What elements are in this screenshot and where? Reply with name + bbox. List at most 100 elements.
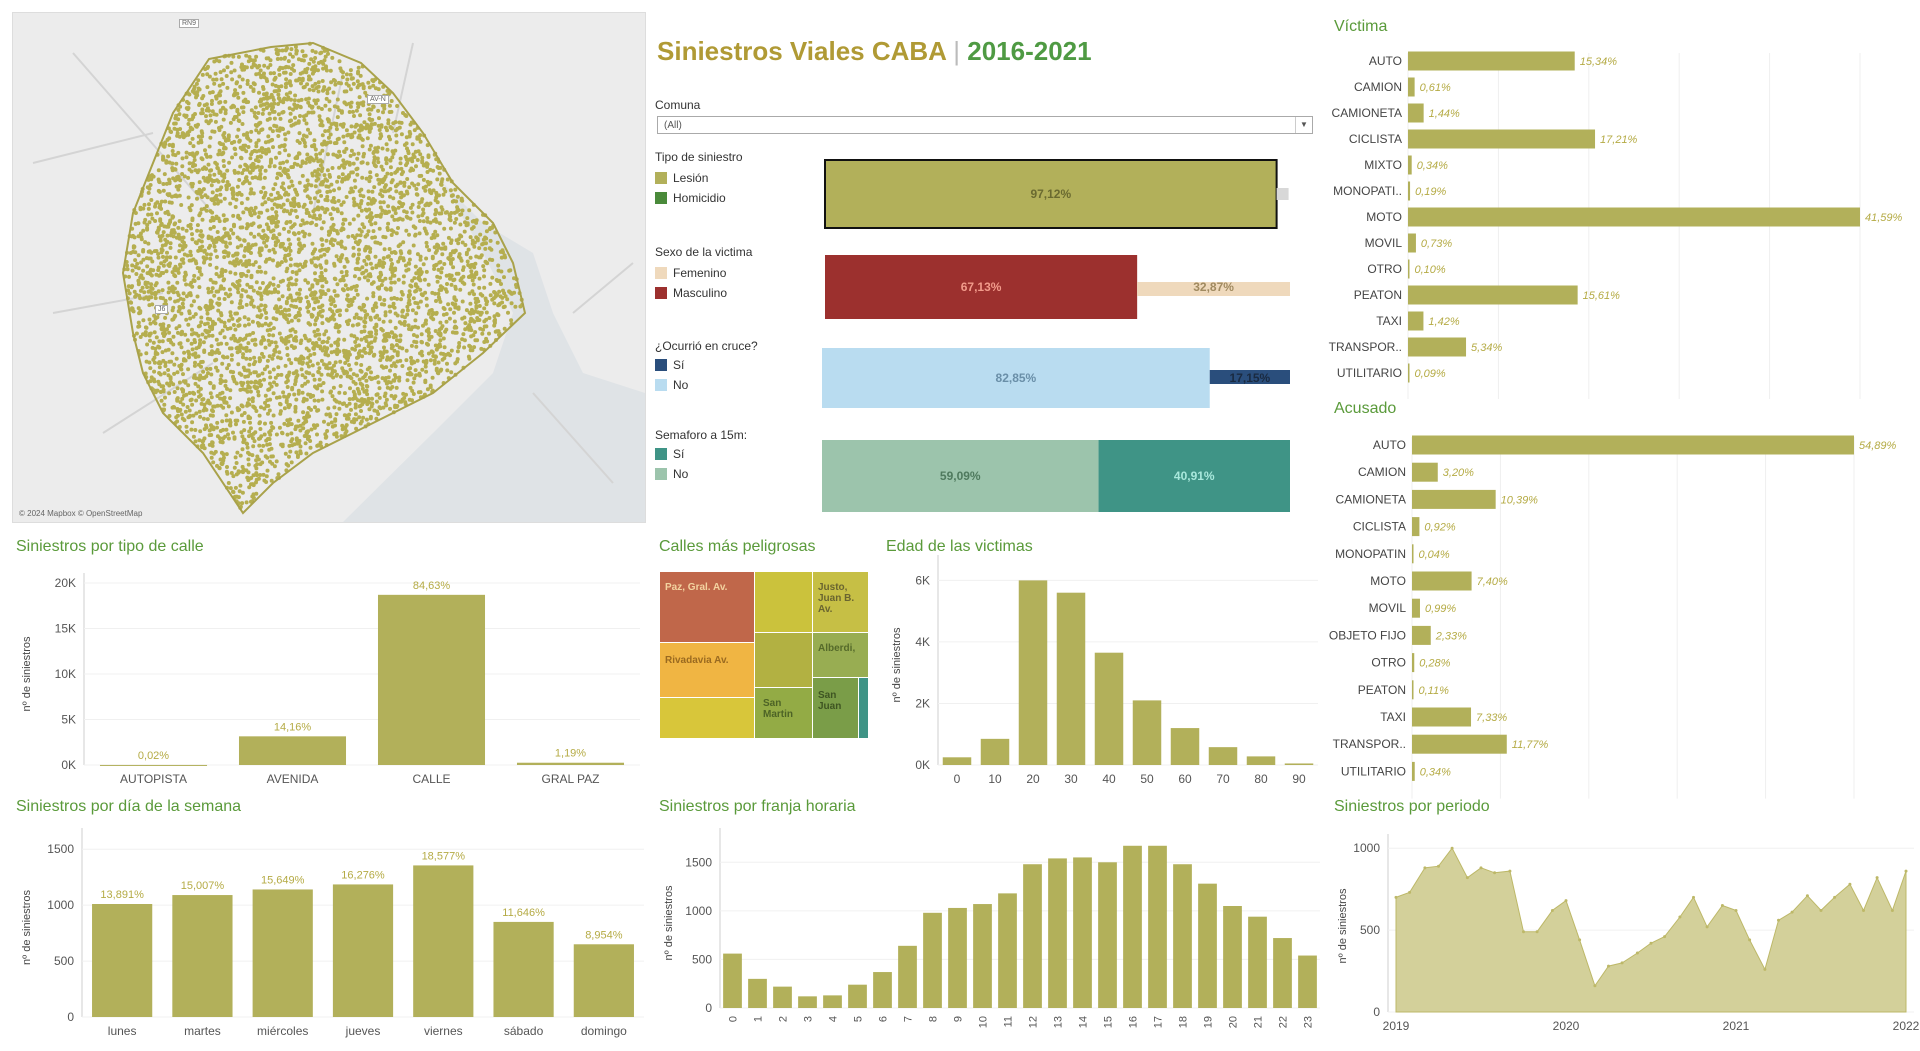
map-point[interactable] [159, 261, 164, 266]
bar[interactable] [377, 594, 486, 765]
map-point[interactable] [310, 84, 315, 89]
map-point[interactable] [353, 405, 358, 410]
map-point[interactable] [331, 196, 336, 200]
map-point[interactable] [414, 164, 418, 169]
map-point[interactable] [183, 409, 188, 414]
map-point[interactable] [470, 289, 475, 294]
map-point[interactable] [449, 282, 454, 287]
map-point[interactable] [433, 229, 438, 234]
map-point[interactable] [322, 332, 327, 337]
map-point[interactable] [314, 296, 319, 301]
map-point[interactable] [316, 80, 321, 85]
map-point[interactable] [166, 368, 171, 372]
map-point[interactable] [205, 252, 209, 257]
map-point[interactable] [247, 348, 252, 353]
bar[interactable] [998, 893, 1017, 1008]
bar[interactable] [848, 984, 867, 1008]
map-point[interactable] [259, 190, 264, 194]
map-point[interactable] [313, 405, 317, 410]
map-point[interactable] [210, 333, 215, 338]
bar[interactable] [1198, 883, 1217, 1008]
map-point[interactable] [126, 288, 131, 293]
map-point[interactable] [387, 304, 392, 309]
map-point[interactable] [218, 331, 223, 336]
map-point[interactable] [492, 314, 497, 319]
bar[interactable] [1412, 517, 1420, 537]
map-point[interactable] [348, 72, 353, 77]
map-point[interactable] [405, 304, 410, 309]
map-point[interactable] [475, 310, 480, 315]
map-point[interactable] [172, 371, 177, 376]
bar[interactable] [1098, 862, 1117, 1008]
map-point[interactable] [477, 304, 482, 308]
bar[interactable] [723, 953, 742, 1008]
map[interactable]: RN9 AV-N J6 © 2024 Mapbox © OpenStreetMa… [12, 12, 646, 523]
map-point[interactable] [175, 370, 180, 375]
bar[interactable] [1408, 311, 1424, 331]
map-point[interactable] [412, 339, 417, 344]
bar[interactable] [1408, 285, 1578, 305]
map-point[interactable] [324, 238, 329, 243]
map-point[interactable] [314, 156, 319, 161]
bar[interactable] [1408, 51, 1575, 71]
map-point[interactable] [173, 313, 178, 318]
map-point[interactable] [421, 262, 426, 267]
map-point[interactable] [289, 47, 294, 52]
bar[interactable] [1412, 462, 1438, 482]
map-point[interactable] [362, 258, 367, 263]
map-point[interactable] [239, 243, 244, 248]
bar[interactable] [1173, 864, 1192, 1008]
map-point[interactable] [389, 393, 394, 398]
bar[interactable] [1284, 763, 1314, 765]
map-point[interactable] [214, 272, 219, 276]
map-point[interactable] [147, 202, 151, 207]
bar[interactable] [1208, 747, 1238, 765]
bar[interactable] [1132, 700, 1162, 765]
map-point[interactable] [228, 201, 233, 206]
map-point[interactable] [211, 460, 216, 465]
map-point[interactable] [372, 155, 377, 160]
map-point[interactable] [421, 163, 426, 168]
bar[interactable] [1408, 337, 1467, 357]
map-point[interactable] [355, 172, 360, 177]
map-point[interactable] [407, 289, 412, 294]
map-point[interactable] [344, 308, 349, 313]
map-point[interactable] [191, 434, 196, 439]
map-point[interactable] [200, 195, 204, 199]
map-point[interactable] [262, 432, 267, 437]
map-point[interactable] [300, 173, 305, 178]
map-point[interactable] [303, 381, 308, 386]
bar[interactable] [980, 738, 1010, 765]
bar[interactable] [1412, 625, 1431, 645]
map-point[interactable] [407, 302, 412, 307]
map-point[interactable] [217, 83, 222, 88]
bar[interactable] [873, 972, 892, 1008]
map-point[interactable] [314, 178, 319, 183]
map-point[interactable] [359, 329, 364, 334]
map-point[interactable] [337, 149, 342, 154]
map-point[interactable] [134, 272, 139, 276]
map-point[interactable] [416, 305, 421, 310]
map-point[interactable] [175, 298, 180, 303]
bar[interactable] [1412, 435, 1854, 455]
map-point[interactable] [357, 247, 361, 252]
map-point[interactable] [324, 412, 329, 417]
map-point[interactable] [216, 152, 221, 157]
map-point[interactable] [407, 232, 411, 237]
bar[interactable] [238, 736, 347, 765]
map-point[interactable] [242, 428, 247, 433]
map-point[interactable] [302, 243, 307, 248]
map-point[interactable] [173, 274, 178, 279]
map-point[interactable] [482, 274, 486, 279]
map-point[interactable] [251, 58, 256, 63]
map-point[interactable] [300, 390, 305, 395]
map-point[interactable] [392, 348, 397, 353]
map-point[interactable] [357, 205, 362, 210]
map-point[interactable] [262, 307, 267, 312]
map-point[interactable] [267, 370, 272, 375]
map-point[interactable] [300, 383, 305, 388]
map-point[interactable] [409, 355, 413, 360]
map-point[interactable] [262, 71, 266, 76]
map-point[interactable] [434, 299, 438, 303]
bar[interactable] [516, 762, 625, 765]
